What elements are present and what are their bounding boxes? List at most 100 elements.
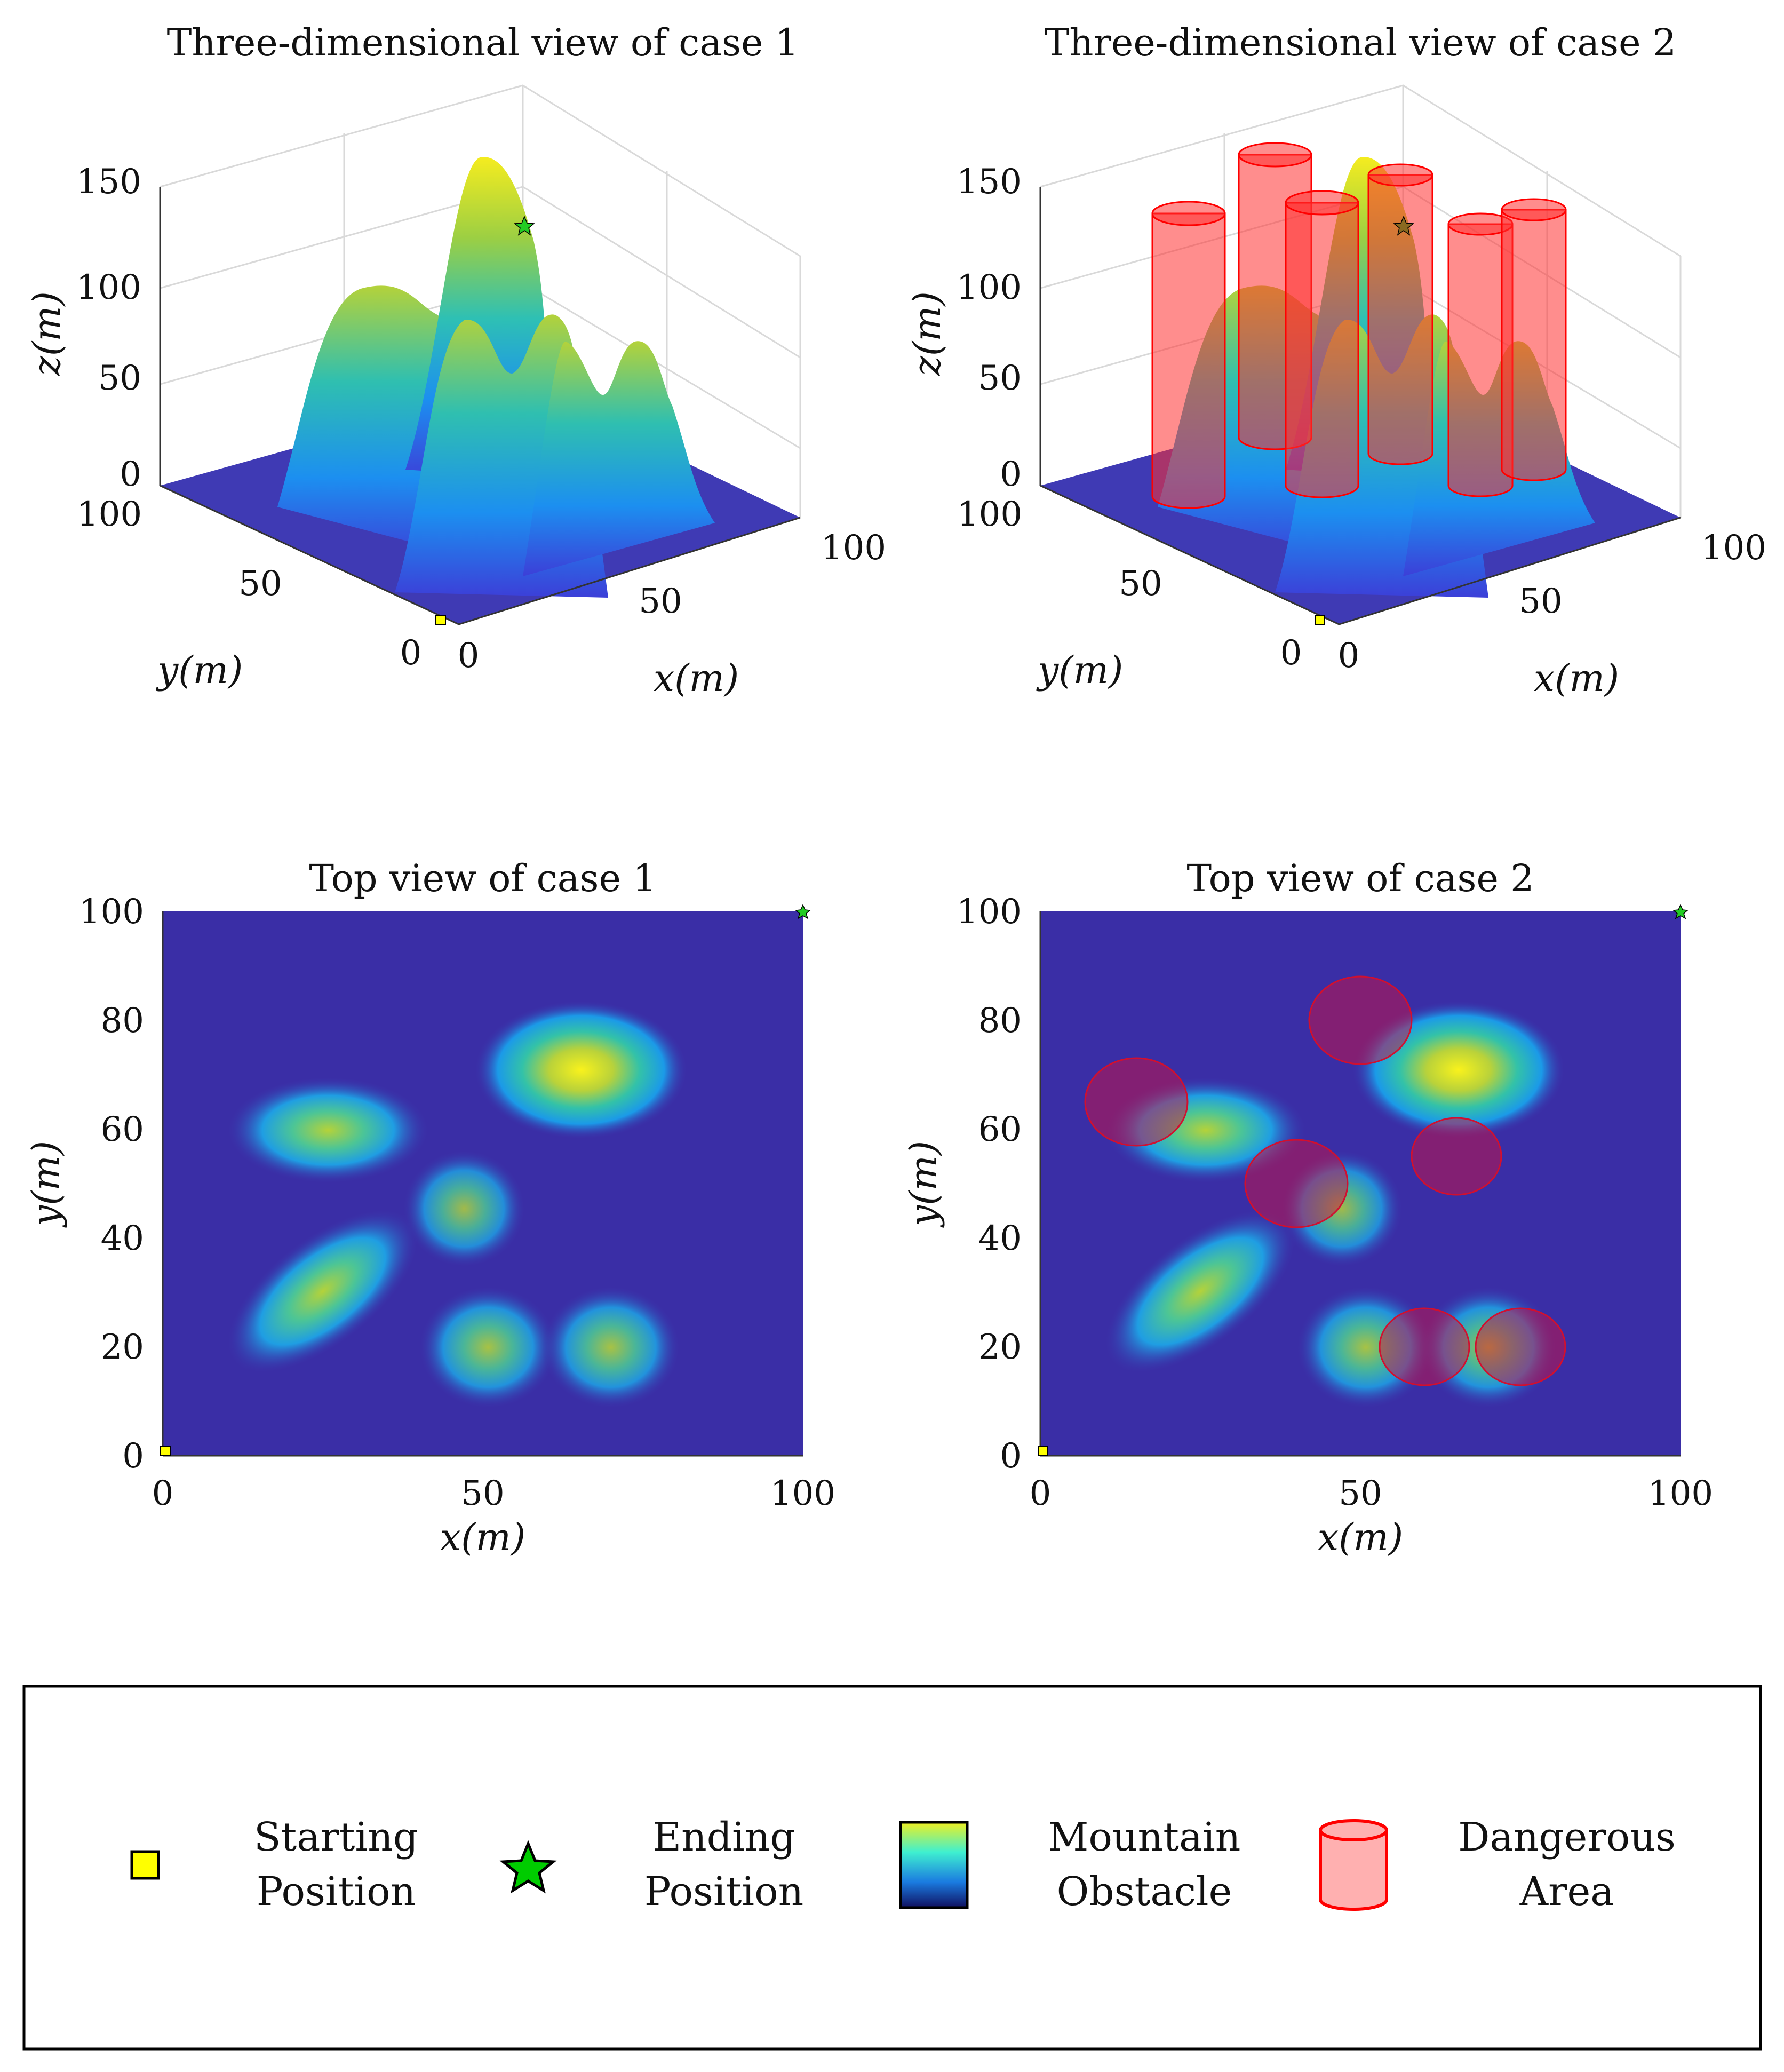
xticklabel: 0: [458, 636, 480, 676]
case1-top-xticks: 0 50 100: [152, 1474, 835, 1513]
case1-3d-xlabel: x(m): [654, 656, 739, 700]
danger-area: [1475, 1307, 1566, 1386]
legend-danger-line2: Area: [1519, 1869, 1614, 1915]
yticklabel: 20: [101, 1328, 144, 1367]
case1-top-xlabel: x(m): [440, 1515, 525, 1559]
case2-top-danger-areas: [1084, 975, 1566, 1386]
zticklabel: 0: [120, 455, 141, 494]
danger-cylinder-top: [1238, 142, 1312, 168]
danger-area: [1244, 1139, 1349, 1228]
yticklabel: 0: [122, 1436, 144, 1476]
case1-3d-xticks: 0 50 100: [458, 528, 886, 676]
heat-blob: [541, 1286, 680, 1409]
case2-top-xticks: 0 50 100: [1030, 1474, 1713, 1513]
zticklabel: 100: [957, 268, 1022, 307]
yticklabel: 80: [978, 1001, 1022, 1041]
legend-danger-line1: Dangerous: [1458, 1814, 1676, 1860]
case2-3d-front-edge: [1040, 485, 1681, 625]
zticklabel: 50: [978, 359, 1022, 398]
case2-3d-title: Three-dimensional view of case 2: [1045, 21, 1677, 65]
case2-3d-danger-cylinders: [1151, 142, 1567, 509]
danger-cylinder-top: [1501, 198, 1567, 221]
case2-top-xlabel: x(m): [1318, 1515, 1403, 1559]
legend-item-start: Starting Position: [130, 1814, 418, 1915]
zticklabel: 50: [98, 359, 141, 398]
case2-3d-yticks: 100 50 0: [957, 495, 1302, 673]
xticklabel: 50: [1339, 1474, 1382, 1513]
heat-blob: [1104, 1209, 1297, 1374]
legend-end-line2: Position: [644, 1869, 804, 1915]
case1-top-start-marker: [160, 1446, 171, 1456]
case1-3d-panel: Three-dimensional view of case 1 150 100…: [25, 21, 886, 700]
heat-blob: [227, 1077, 429, 1184]
zticklabel: 0: [1000, 455, 1022, 494]
yticklabel: 40: [978, 1219, 1022, 1258]
case1-3d-start-marker: [435, 615, 446, 625]
zticklabel: 100: [76, 268, 141, 307]
case2-top-title: Top view of case 2: [1186, 856, 1534, 900]
legend-item-end: Ending Position: [499, 1814, 804, 1915]
yticklabel: 100: [79, 892, 144, 932]
case1-top-end-marker: [795, 904, 811, 919]
case2-top-ylabel: y(m): [902, 1141, 945, 1228]
danger-area: [1411, 1117, 1502, 1196]
zticklabel: 150: [76, 162, 141, 202]
case1-top-heat: [226, 1001, 688, 1409]
legend-mountain-line1: Mountain: [1048, 1814, 1241, 1860]
zticklabel: 150: [957, 162, 1022, 202]
xticklabel: 0: [152, 1474, 174, 1513]
legend-item-mountain: Mountain Obstacle: [899, 1814, 1241, 1915]
red-cylinder-icon: [1319, 1819, 1388, 1911]
xticklabel: 50: [1519, 582, 1562, 621]
case1-3d-yticks: 100 50 0: [77, 495, 421, 673]
heat-blob: [403, 1150, 525, 1267]
yticklabel: 80: [101, 1001, 144, 1041]
danger-cylinder-top: [1285, 190, 1359, 216]
xticklabel: 50: [461, 1474, 504, 1513]
xticklabel: 0: [1030, 1474, 1052, 1513]
danger-cylinder-top: [1151, 201, 1226, 226]
yellow-square-icon: [130, 1850, 160, 1880]
case2-3d-end-marker: [1393, 216, 1414, 236]
yticklabel: 20: [978, 1328, 1022, 1367]
case2-3d-zlabel: z(m): [905, 291, 949, 376]
case1-top-panel: Top view of case 1 100 80 60 40 20 0 y(m…: [24, 856, 835, 1559]
xticklabel: 0: [1338, 636, 1360, 676]
case1-top-yticks: 100 80 60 40 20 0: [79, 892, 144, 1476]
danger-cylinder: [1501, 209, 1567, 481]
green-star-icon: [499, 1840, 557, 1894]
case2-top-end-marker: [1672, 904, 1689, 919]
case1-3d-front-edge: [160, 485, 801, 625]
xticklabel: 100: [770, 1474, 835, 1513]
case1-top-title: Top view of case 1: [309, 856, 656, 900]
mountain-case1-c: [523, 341, 715, 576]
legend-start-line1: Starting: [254, 1814, 418, 1860]
legend: Starting Position Ending Position Mounta…: [22, 1685, 1762, 2051]
case1-3d-title: Three-dimensional view of case 1: [167, 21, 799, 65]
danger-area: [1379, 1307, 1470, 1386]
xticklabel: 100: [1648, 1474, 1713, 1513]
heat-blob: [419, 1286, 558, 1409]
yticklabel: 60: [101, 1110, 144, 1149]
yticklabel: 50: [238, 564, 282, 604]
legend-start-line2: Position: [257, 1869, 416, 1915]
danger-cylinder: [1447, 223, 1514, 497]
case2-3d-panel: Three-dimensional view of case 2 150 100…: [905, 21, 1766, 700]
case2-top-axes: [1039, 911, 1681, 1457]
case1-top-ylabel: y(m): [24, 1141, 68, 1228]
case2-3d-ylabel: y(m): [1036, 648, 1124, 692]
yticklabel: 100: [957, 495, 1022, 534]
yticklabel: 100: [77, 495, 142, 534]
danger-cylinder-top: [1367, 163, 1433, 187]
case1-3d-ylabel: y(m): [156, 648, 243, 692]
heat-blob: [226, 1209, 419, 1374]
legend-end-line1: Ending: [652, 1814, 795, 1860]
case2-top-yticks: 100 80 60 40 20 0: [957, 892, 1022, 1476]
yticklabel: 40: [101, 1219, 144, 1258]
case1-top-axes: [162, 911, 803, 1457]
yticklabel: 50: [1119, 564, 1162, 604]
heat-blob: [474, 1001, 688, 1139]
yticklabel: 0: [400, 633, 422, 673]
danger-cylinder: [1367, 174, 1433, 465]
